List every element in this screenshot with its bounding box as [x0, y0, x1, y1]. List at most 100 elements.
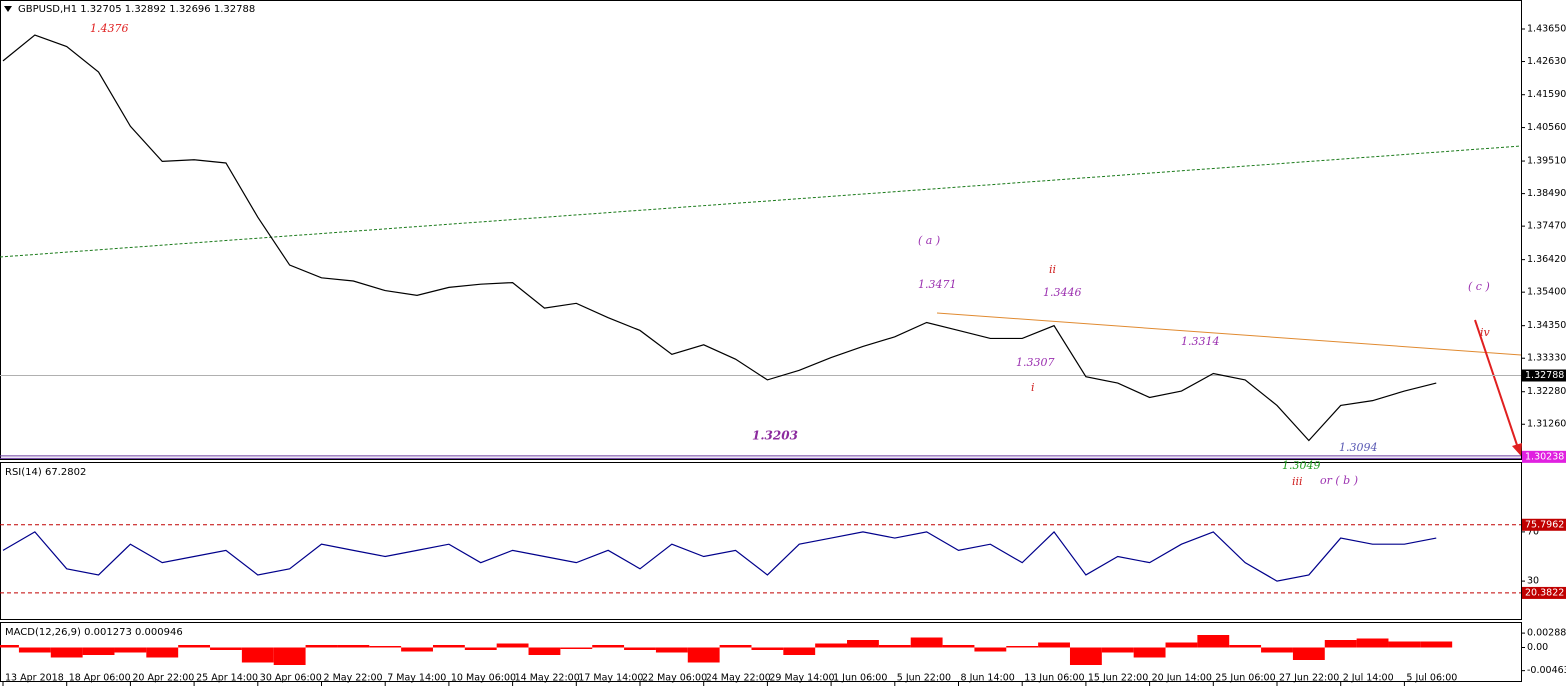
- level-label: 20.3822: [1525, 587, 1564, 598]
- y-tick-label: 1.34350: [1527, 320, 1566, 331]
- y-tick-label: 1.42630: [1527, 56, 1566, 67]
- y-tick-label: 1.31260: [1527, 419, 1566, 430]
- histogram-bar: [687, 647, 720, 663]
- histogram-bar: [974, 647, 1007, 652]
- histogram-bar: [1038, 642, 1070, 648]
- x-tick-label: 1 Jun 06:00: [833, 673, 887, 684]
- x-tick-label: 22 May 06:00: [642, 673, 707, 684]
- histogram-bar: [1324, 640, 1357, 648]
- series-line: [2, 34, 1437, 442]
- y-tick-label: -0.00463: [1527, 665, 1566, 676]
- histogram-bar: [114, 647, 147, 653]
- trend-line: [0, 145, 1522, 258]
- histogram-bar: [464, 647, 497, 650]
- histogram-bar: [751, 647, 784, 650]
- x-tick-label: 25 Jun 06:00: [1215, 673, 1275, 684]
- histogram-bar: [337, 645, 370, 648]
- y-tick-label: 0.002881: [1527, 628, 1566, 639]
- annotation: 1.3094: [1339, 441, 1378, 454]
- price-label: 1.32788: [1525, 370, 1564, 381]
- histogram-bar: [401, 647, 433, 652]
- x-tick-label: 5 Jun 22:00: [897, 673, 951, 684]
- histogram-bar: [1261, 647, 1293, 653]
- annotation: i: [1031, 381, 1035, 394]
- level-box: [1522, 586, 1566, 599]
- y-tick-label: 1.39510: [1527, 156, 1566, 167]
- low-label: 1.30238: [1525, 451, 1564, 462]
- annotation: ( a ): [918, 234, 940, 247]
- price-box: [1522, 369, 1566, 382]
- histogram-bar: [1101, 647, 1134, 653]
- histogram-bar: [496, 643, 529, 648]
- histogram-bar: [273, 647, 306, 665]
- histogram-bar: [210, 647, 242, 650]
- forecast-arrow: [1474, 319, 1519, 449]
- histogram-bar: [305, 645, 338, 648]
- annotation: 1.3471: [918, 278, 957, 291]
- histogram-bar: [1229, 645, 1262, 648]
- histogram-bar: [50, 647, 83, 658]
- level-box: [1522, 518, 1566, 531]
- histogram-bar: [1069, 647, 1102, 665]
- y-tick-label: 0.00: [1527, 642, 1548, 653]
- arrow-head: [1512, 443, 1522, 456]
- series-line: [2, 530, 1437, 582]
- histogram-bar: [1006, 646, 1039, 648]
- x-tick-label: 10 May 06:00: [451, 673, 516, 684]
- histogram-bar: [878, 645, 911, 648]
- histogram-bar: [18, 647, 51, 653]
- x-tick-label: 17 May 14:00: [578, 673, 643, 684]
- x-tick-label: 30 Apr 06:00: [260, 673, 322, 684]
- histogram-bar: [82, 647, 115, 655]
- annotation: or ( b ): [1320, 474, 1358, 487]
- histogram-bar: [719, 645, 752, 648]
- histogram-bar: [624, 647, 656, 650]
- x-tick-label: 2 Jul 14:00: [1343, 673, 1394, 684]
- x-tick-label: 13 Jun 06:00: [1024, 673, 1084, 684]
- annotation: 1.4376: [90, 22, 129, 35]
- x-tick-label: 2 May 22:00: [324, 673, 383, 684]
- histogram-bar: [241, 647, 274, 663]
- x-tick-label: 29 May 14:00: [769, 673, 834, 684]
- histogram-bar: [910, 637, 943, 648]
- x-tick-label: 15 Jun 22:00: [1088, 673, 1148, 684]
- annotation: ( c ): [1468, 280, 1490, 293]
- chart-title: GBPUSD,H1 1.32705 1.32892 1.32696 1.3278…: [18, 4, 255, 15]
- x-tick-label: 13 Apr 2018: [5, 673, 64, 684]
- y-tick-label: 1.43650: [1527, 23, 1566, 34]
- x-tick-label: 25 Apr 14:00: [196, 673, 258, 684]
- main-panel: [0, 0, 1522, 460]
- y-tick-label: 1.36420: [1527, 254, 1566, 265]
- histogram-bar: [369, 646, 402, 648]
- y-tick-label: 1.33330: [1527, 353, 1566, 364]
- rsi-title: RSI(14) 67.2802: [5, 467, 86, 478]
- annotation: iv: [1480, 326, 1491, 339]
- histogram-bar: [815, 643, 848, 648]
- x-tick-label: 20 Apr 22:00: [132, 673, 194, 684]
- low-box: [1522, 450, 1566, 463]
- y-tick-label: 1.38490: [1527, 188, 1566, 199]
- histogram-bar: [942, 645, 975, 648]
- annotation: ii: [1049, 263, 1056, 276]
- annotation: 1.3307: [1016, 356, 1055, 369]
- y-tick-label: 1.35400: [1527, 287, 1566, 298]
- histogram-bar: [178, 645, 211, 648]
- annotation: 1.3314: [1181, 335, 1220, 348]
- y-tick-label: 1.32280: [1527, 386, 1566, 397]
- x-tick-label: 24 May 22:00: [706, 673, 771, 684]
- histogram-bar: [432, 645, 465, 648]
- histogram-bar: [1292, 647, 1325, 660]
- resistance-line: [936, 312, 1522, 356]
- x-tick-label: 5 Jul 06:00: [1406, 673, 1457, 684]
- histogram-bar: [560, 647, 593, 649]
- histogram-bar: [0, 645, 19, 648]
- x-tick-label: 27 Jun 22:00: [1279, 673, 1339, 684]
- x-tick-label: 8 Jun 14:00: [961, 673, 1015, 684]
- y-tick-label: 70: [1527, 526, 1539, 537]
- macd-panel: [0, 622, 1522, 682]
- annotation: 1.3049: [1282, 459, 1321, 472]
- histogram-bar: [1197, 635, 1230, 648]
- y-tick-label: 1.40560: [1527, 122, 1566, 133]
